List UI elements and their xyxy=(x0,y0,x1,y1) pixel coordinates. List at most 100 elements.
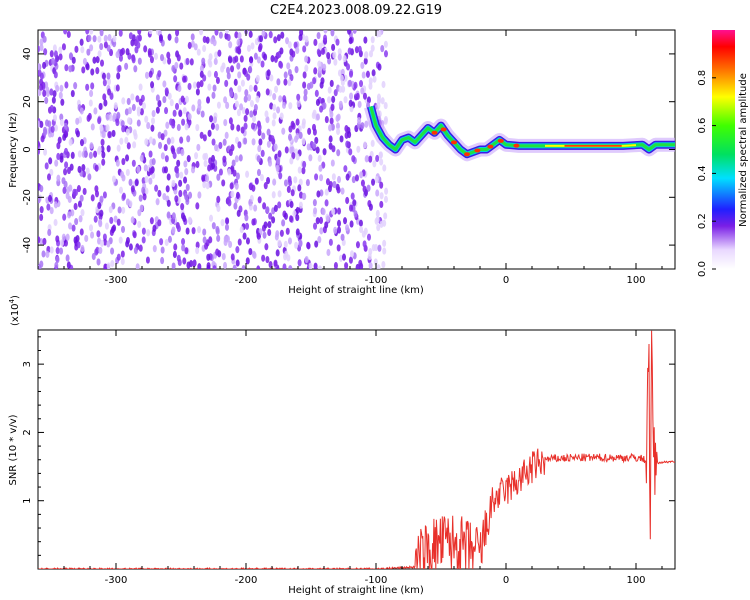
noise-blob xyxy=(286,185,291,193)
noise-blob xyxy=(202,44,207,53)
noise-blob xyxy=(236,209,241,217)
noise-blob xyxy=(278,95,283,103)
noise-blob xyxy=(330,30,335,37)
noise-blob xyxy=(80,244,85,253)
noise-blob xyxy=(236,62,241,70)
noise-blob xyxy=(89,142,94,150)
noise-blob xyxy=(336,219,341,227)
noise-blob xyxy=(265,116,270,124)
noise-blob xyxy=(312,199,317,207)
noise-blob xyxy=(87,173,92,181)
noise-blob xyxy=(71,56,76,64)
noise-blob xyxy=(150,124,155,132)
noise-blob xyxy=(250,122,255,130)
noise-blob xyxy=(41,250,46,258)
noise-blob xyxy=(79,228,84,236)
noise-blob xyxy=(295,132,300,140)
noise-blob xyxy=(215,248,220,256)
noise-blob xyxy=(289,73,294,82)
noise-blob xyxy=(380,97,385,105)
noise-blob xyxy=(266,128,271,136)
noise-blob xyxy=(171,262,176,269)
noise-blob xyxy=(180,95,185,103)
noise-blob xyxy=(291,50,296,58)
noise-blob xyxy=(218,141,223,150)
noise-blob xyxy=(251,138,256,146)
noise-blob xyxy=(67,211,72,219)
noise-blob xyxy=(51,57,56,65)
noise-blob xyxy=(77,200,82,208)
noise-blob xyxy=(61,43,66,51)
noise-blob xyxy=(40,135,45,143)
noise-blob xyxy=(93,150,98,158)
noise-blob xyxy=(53,218,58,227)
noise-blob xyxy=(196,48,201,56)
snr-y-tick-label: 2 xyxy=(22,429,33,435)
noise-blob xyxy=(265,206,270,214)
noise-blob xyxy=(186,135,191,143)
noise-blob xyxy=(59,247,64,255)
noise-blob xyxy=(89,30,94,35)
noise-blob xyxy=(55,235,60,243)
noise-blob xyxy=(367,253,372,261)
noise-blob xyxy=(56,152,61,161)
ridge-hot-spot xyxy=(464,152,470,157)
noise-blob xyxy=(74,217,79,226)
noise-blob xyxy=(115,159,120,167)
noise-blob xyxy=(295,153,300,161)
noise-blob xyxy=(106,240,111,248)
noise-blob xyxy=(281,219,286,227)
noise-blob xyxy=(220,65,225,73)
noise-blob xyxy=(348,148,353,156)
noise-blob xyxy=(205,182,210,190)
noise-blob xyxy=(273,143,278,151)
noise-blob xyxy=(143,164,148,172)
noise-blob xyxy=(42,237,47,246)
noise-blob xyxy=(302,81,307,89)
noise-blob xyxy=(301,118,306,126)
noise-blob xyxy=(131,103,136,112)
noise-blob xyxy=(98,246,103,255)
noise-blob xyxy=(253,84,258,92)
noise-blob xyxy=(49,88,54,96)
noise-blob xyxy=(80,46,85,54)
noise-blob xyxy=(72,188,77,196)
noise-blob xyxy=(331,43,336,52)
noise-blob xyxy=(69,163,74,171)
noise-blob xyxy=(215,123,220,131)
noise-blob xyxy=(43,48,48,56)
noise-blob xyxy=(132,141,137,149)
noise-blob xyxy=(279,112,284,120)
noise-blob xyxy=(182,107,187,115)
noise-blob xyxy=(331,207,336,216)
noise-blob xyxy=(128,32,133,40)
noise-blob xyxy=(183,176,188,184)
noise-blob xyxy=(324,221,329,229)
noise-blob xyxy=(132,129,137,137)
noise-blob xyxy=(274,85,279,93)
noise-blob xyxy=(249,56,254,64)
noise-blob xyxy=(147,50,152,58)
noise-blob xyxy=(200,110,205,118)
noise-blob xyxy=(99,30,104,37)
noise-blob xyxy=(243,114,248,123)
noise-blob xyxy=(308,154,313,162)
noise-blob xyxy=(228,41,233,49)
noise-blob xyxy=(353,210,358,218)
noise-blob xyxy=(199,131,204,139)
noise-blob xyxy=(315,113,320,121)
noise-blob xyxy=(319,174,324,182)
noise-blob xyxy=(53,201,58,209)
noise-blob xyxy=(105,124,110,132)
noise-blob xyxy=(234,136,239,144)
noise-blob xyxy=(172,151,177,160)
noise-blob xyxy=(202,236,207,244)
noise-blob xyxy=(335,122,340,130)
noise-blob xyxy=(285,227,290,235)
noise-blob xyxy=(258,138,263,146)
noise-blob xyxy=(370,36,375,44)
noise-blob xyxy=(234,100,239,108)
noise-blob xyxy=(338,100,343,108)
noise-blob xyxy=(245,237,250,245)
